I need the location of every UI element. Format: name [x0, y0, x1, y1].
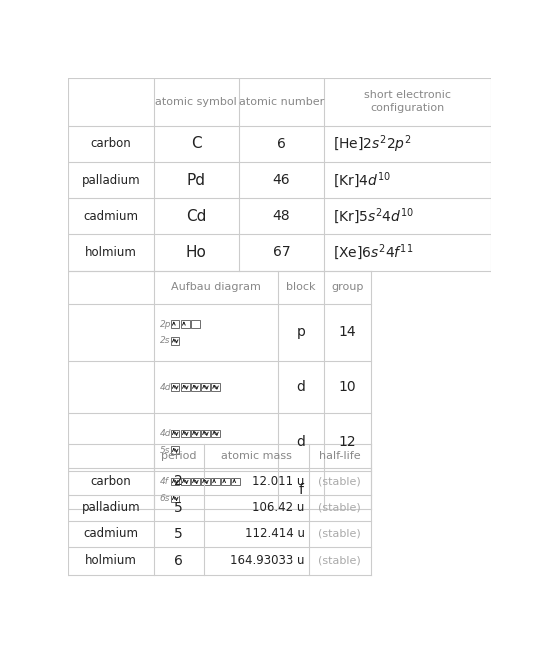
Bar: [171, 478, 180, 486]
Text: 67: 67: [272, 246, 290, 259]
Text: 5s: 5s: [159, 446, 170, 455]
Bar: [201, 384, 210, 391]
Text: 4f: 4f: [159, 477, 169, 486]
Text: palladium: palladium: [81, 501, 140, 514]
Text: short electronic
configuration: short electronic configuration: [364, 90, 451, 114]
Text: 5: 5: [174, 500, 183, 515]
Bar: [171, 337, 180, 345]
Text: $[\mathrm{He}]2s^{2}2p^{2}$: $[\mathrm{He}]2s^{2}2p^{2}$: [333, 133, 412, 155]
Text: 4d: 4d: [159, 383, 171, 392]
Text: 14: 14: [339, 326, 356, 339]
Text: 6: 6: [277, 137, 286, 151]
Text: Pd: Pd: [187, 172, 206, 187]
Text: $[\mathrm{Xe}]6s^{2}4f^{11}$: $[\mathrm{Xe}]6s^{2}4f^{11}$: [333, 242, 414, 263]
Bar: [181, 430, 189, 437]
Text: 12: 12: [339, 435, 356, 448]
Text: Aufbau diagram: Aufbau diagram: [170, 282, 260, 292]
Bar: [171, 447, 180, 454]
Bar: [181, 384, 189, 391]
Bar: [181, 478, 189, 486]
Text: 2s: 2s: [159, 337, 170, 345]
Text: period: period: [161, 451, 197, 461]
Text: atomic number: atomic number: [239, 97, 324, 107]
Text: block: block: [286, 282, 316, 292]
Text: (stable): (stable): [318, 502, 361, 513]
Text: $[\mathrm{Kr}]5s^{2}4d^{10}$: $[\mathrm{Kr}]5s^{2}4d^{10}$: [333, 206, 414, 226]
Text: carbon: carbon: [91, 137, 131, 150]
Text: Ho: Ho: [186, 245, 206, 260]
Bar: [232, 478, 240, 486]
Text: d: d: [296, 380, 305, 394]
Text: (stable): (stable): [318, 476, 361, 486]
Text: 2p: 2p: [159, 320, 171, 328]
Text: (stable): (stable): [318, 556, 361, 566]
Bar: [211, 430, 219, 437]
Bar: [191, 384, 200, 391]
Bar: [171, 495, 180, 502]
Text: 10: 10: [339, 380, 356, 394]
Text: p: p: [296, 326, 305, 339]
Bar: [171, 384, 180, 391]
Text: 5: 5: [174, 527, 183, 541]
Bar: [221, 478, 230, 486]
Text: holmium: holmium: [85, 554, 137, 567]
Text: d: d: [296, 435, 305, 448]
Text: 106.42 u: 106.42 u: [252, 501, 305, 514]
Text: cadmium: cadmium: [84, 527, 138, 540]
Bar: [211, 384, 219, 391]
Text: C: C: [191, 136, 201, 151]
Text: f: f: [298, 483, 303, 497]
Bar: [171, 430, 180, 437]
Text: atomic symbol: atomic symbol: [155, 97, 237, 107]
Text: palladium: palladium: [81, 174, 140, 187]
Text: group: group: [331, 282, 364, 292]
Text: 4d: 4d: [159, 429, 171, 438]
Bar: [201, 478, 210, 486]
Text: holmium: holmium: [85, 246, 137, 259]
Text: 164.93033 u: 164.93033 u: [230, 554, 305, 567]
Bar: [201, 430, 210, 437]
Text: (stable): (stable): [318, 529, 361, 539]
Text: 6s: 6s: [159, 494, 170, 503]
Bar: [191, 478, 200, 486]
Bar: [191, 430, 200, 437]
Text: 6: 6: [174, 554, 183, 568]
Text: Cd: Cd: [186, 209, 206, 224]
Text: 112.414 u: 112.414 u: [245, 527, 305, 540]
Text: 46: 46: [272, 173, 290, 187]
Bar: [191, 320, 200, 328]
Text: $[\mathrm{Kr}]4d^{10}$: $[\mathrm{Kr}]4d^{10}$: [333, 170, 391, 190]
Text: atomic mass: atomic mass: [221, 451, 292, 461]
Bar: [211, 478, 219, 486]
Bar: [181, 320, 189, 328]
Text: 12.011 u: 12.011 u: [252, 475, 305, 488]
Text: 48: 48: [272, 209, 290, 223]
Text: 2: 2: [174, 474, 183, 489]
Bar: [171, 320, 180, 328]
Text: cadmium: cadmium: [84, 210, 138, 223]
Text: half-life: half-life: [319, 451, 360, 461]
Text: carbon: carbon: [91, 475, 131, 488]
